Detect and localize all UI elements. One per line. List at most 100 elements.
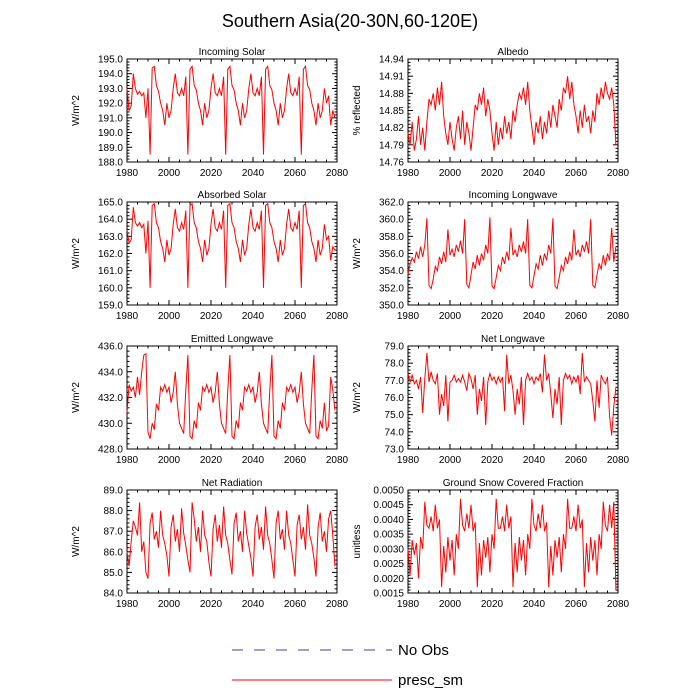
x-tick-label: 1980 [116, 168, 139, 179]
x-tick-label: 2040 [242, 599, 265, 610]
legend: No Obs presc_sm [232, 642, 463, 689]
panel-1: Incoming Solar W/m^2 188.0 189.0 190.0 191.0 1… [71, 47, 349, 179]
y-tick-label: 75.0 [385, 410, 405, 421]
y-tick-label: 0.0025 [373, 559, 404, 570]
x-tick-label: 2060 [284, 311, 307, 322]
y-tick-label: 0.0050 [373, 486, 404, 497]
x-tick-label: 2060 [565, 599, 588, 610]
x-tick-label: 2080 [607, 455, 630, 466]
panel-2: Albedo % reflected 14.76 14.79 14.82 14.85 14.… [352, 47, 630, 179]
y-tick-label: 356.0 [379, 249, 404, 260]
panel-title: Net Radiation [202, 478, 263, 489]
y-tick-label: 0.0030 [373, 544, 404, 555]
panel-5: Emitted Longwave W/m^2 428.0 430.0 432.0 434.… [71, 334, 349, 466]
y-tick-label: 85.0 [104, 568, 124, 579]
y-tick-label: 354.0 [379, 266, 404, 277]
y-axis-label: W/m^2 [71, 95, 82, 126]
x-tick-label: 2020 [200, 455, 223, 466]
series-line-presc_sm [126, 352, 336, 440]
x-tick-label: 2000 [158, 168, 181, 179]
x-tick-label: 2000 [439, 168, 462, 179]
panel-8: Ground Snow Covered Fraction unitless 0.00… [352, 478, 630, 610]
y-tick-label: 161.0 [98, 266, 123, 277]
x-tick-label: 2080 [326, 168, 349, 179]
y-tick-label: 360.0 [379, 215, 404, 226]
y-tick-label: 432.0 [98, 393, 123, 404]
x-tick-label: 2060 [565, 168, 588, 179]
panel-title: Incoming Solar [199, 47, 266, 58]
y-axis-label: W/m^2 [352, 382, 363, 413]
y-tick-label: 0.0035 [373, 530, 404, 541]
y-tick-label: 79.0 [385, 342, 405, 353]
y-tick-label: 162.0 [98, 249, 123, 260]
x-tick-label: 2060 [284, 455, 307, 466]
y-tick-label: 14.85 [379, 106, 404, 117]
y-tick-label: 14.76 [379, 158, 404, 169]
y-tick-label: 165.0 [98, 198, 123, 209]
y-tick-label: 190.0 [98, 128, 123, 139]
x-tick-label: 2040 [242, 168, 265, 179]
y-tick-label: 0.0040 [373, 515, 404, 526]
series-line-presc_sm [126, 65, 336, 155]
x-tick-label: 2000 [158, 311, 181, 322]
y-tick-label: 89.0 [104, 486, 124, 497]
legend-model-label: presc_sm [398, 672, 463, 689]
y-tick-label: 434.0 [98, 367, 123, 378]
y-tick-label: 14.94 [379, 55, 404, 66]
y-tick-label: 14.91 [379, 72, 404, 83]
panels: Incoming Solar W/m^2 188.0 189.0 190.0 191.0 1… [71, 47, 630, 610]
x-tick-label: 2060 [565, 455, 588, 466]
x-tick-label: 1980 [116, 311, 139, 322]
x-tick-label: 2000 [439, 455, 462, 466]
y-tick-label: 0.0045 [373, 500, 404, 511]
y-tick-label: 358.0 [379, 232, 404, 243]
panel-7: Net Radiation W/m^2 84.0 85.0 86.0 87.0 88.0 89… [71, 478, 349, 610]
y-tick-label: 84.0 [104, 589, 124, 600]
x-tick-label: 2020 [481, 599, 504, 610]
x-tick-label: 1980 [116, 599, 139, 610]
x-tick-label: 2020 [200, 168, 223, 179]
panel-title: Incoming Longwave [469, 190, 558, 201]
x-tick-label: 2000 [158, 455, 181, 466]
y-axis-label: unitless [352, 525, 363, 559]
x-tick-label: 2080 [607, 599, 630, 610]
panel-3: Absorbed Solar W/m^2 159.0 160.0 161.0 162.0 1… [71, 190, 349, 322]
panel-title: Absorbed Solar [198, 190, 268, 201]
y-tick-label: 14.82 [379, 123, 404, 134]
y-tick-label: 436.0 [98, 342, 123, 353]
x-tick-label: 2060 [284, 599, 307, 610]
x-tick-label: 2040 [242, 455, 265, 466]
y-tick-label: 14.79 [379, 140, 404, 151]
y-tick-label: 195.0 [98, 55, 123, 66]
y-tick-label: 160.0 [98, 283, 123, 294]
x-tick-label: 2040 [523, 455, 546, 466]
x-tick-label: 2080 [607, 311, 630, 322]
y-tick-label: 88.0 [104, 506, 124, 517]
legend-obs-label: No Obs [398, 642, 449, 659]
y-tick-label: 78.0 [385, 359, 405, 370]
y-tick-label: 193.0 [98, 84, 123, 95]
x-tick-label: 2020 [481, 455, 504, 466]
y-tick-label: 163.0 [98, 232, 123, 243]
y-tick-label: 352.0 [379, 283, 404, 294]
y-axis-label: W/m^2 [71, 238, 82, 269]
y-tick-label: 86.0 [104, 547, 124, 558]
x-tick-label: 1980 [397, 168, 420, 179]
y-tick-label: 76.0 [385, 393, 405, 404]
x-tick-label: 2020 [200, 599, 223, 610]
y-tick-label: 192.0 [98, 99, 123, 110]
x-tick-label: 2080 [326, 599, 349, 610]
y-tick-label: 73.0 [385, 445, 405, 456]
panel-title: Ground Snow Covered Fraction [443, 478, 584, 489]
series-line-presc_sm [407, 76, 617, 151]
x-tick-label: 2060 [565, 311, 588, 322]
y-tick-label: 164.0 [98, 215, 123, 226]
series-line-presc_sm [407, 217, 617, 291]
y-tick-label: 14.88 [379, 89, 404, 100]
x-tick-label: 2080 [607, 168, 630, 179]
y-tick-label: 362.0 [379, 198, 404, 209]
y-tick-label: 428.0 [98, 445, 123, 456]
y-tick-label: 87.0 [104, 527, 124, 538]
panel-title: Albedo [497, 47, 529, 58]
